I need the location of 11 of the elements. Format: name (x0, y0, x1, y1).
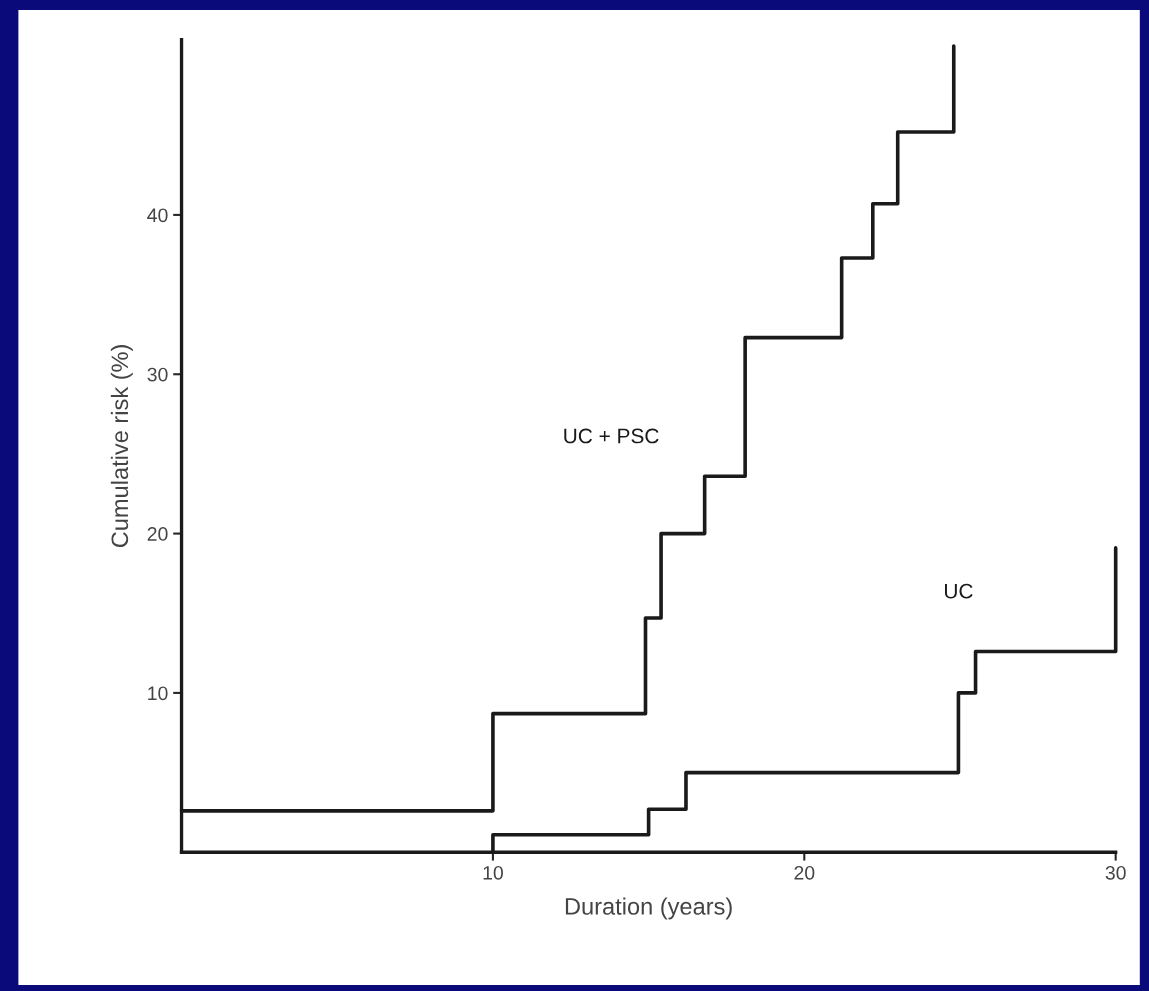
y-tick-label: 20 (147, 527, 168, 541)
text: UC + PSC (564, 428, 659, 444)
text: UC (945, 583, 973, 599)
y-axis-title: Cumulative risk (%) (110, 345, 133, 548)
y-tick-label: 40 (147, 208, 168, 223)
y-tick-label: 30 (147, 367, 168, 382)
x-tick-label: 10 (483, 865, 503, 880)
x-tick-label: 20 (794, 865, 815, 880)
x-axis-title: Duration (years) (565, 897, 732, 920)
y-tick-label: 10 (148, 686, 168, 701)
x-tick-label: 30 (1105, 865, 1126, 880)
